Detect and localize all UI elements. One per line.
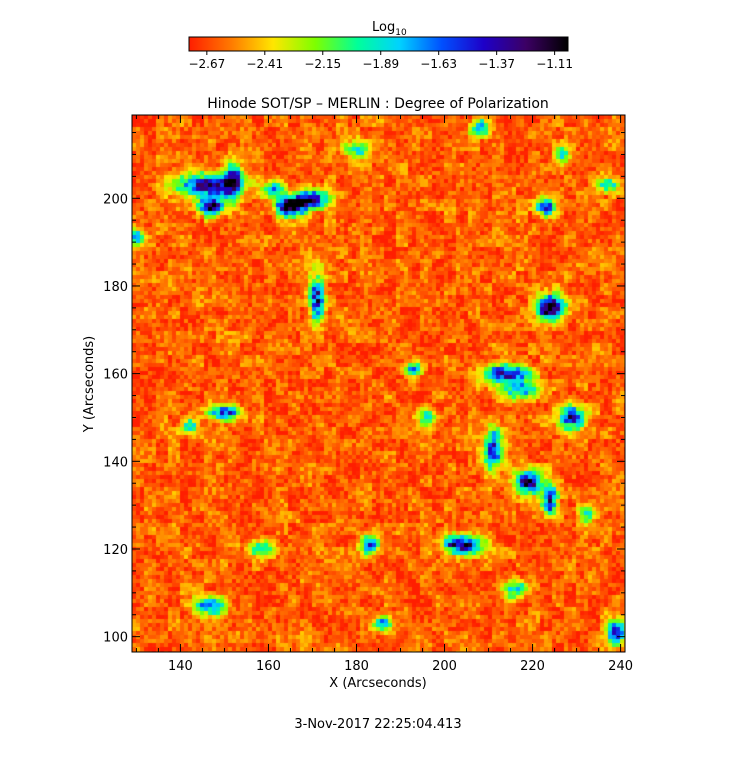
colorbar-gradient bbox=[188, 36, 569, 52]
colorbar-tick-label: −1.11 bbox=[536, 57, 573, 71]
colorbar-tick-label: −1.63 bbox=[420, 57, 457, 71]
x-tick-label: 180 bbox=[344, 659, 369, 674]
y-axis-label: Y (Arcseconds) bbox=[82, 336, 97, 433]
x-axis: 140 160 180 200 220 240 bbox=[135, 115, 633, 674]
y-tick-label: 120 bbox=[103, 543, 128, 558]
timestamp: 3-Nov-2017 22:25:04.413 bbox=[294, 717, 461, 732]
colorbar-tick-label: −1.89 bbox=[362, 57, 399, 71]
colorbar-label: Log10 bbox=[372, 20, 407, 38]
colorbar-tick-label: −1.37 bbox=[478, 57, 515, 71]
y-tick-label: 140 bbox=[103, 455, 128, 470]
colorbar-tick-label: −2.41 bbox=[246, 57, 283, 71]
x-tick-label: 160 bbox=[256, 659, 281, 674]
x-tick-label: 200 bbox=[432, 659, 457, 674]
colorbar-tick-label: −2.67 bbox=[188, 57, 225, 71]
y-tick-label: 160 bbox=[103, 368, 128, 383]
colorbar-tick-label: −2.15 bbox=[304, 57, 341, 71]
y-tick-label: 180 bbox=[103, 280, 128, 295]
x-tick-label: 140 bbox=[168, 659, 193, 674]
x-tick-label: 220 bbox=[520, 659, 545, 674]
heatmap-image-container bbox=[132, 115, 625, 652]
y-axis: 100 120 140 160 180 200 bbox=[103, 132, 625, 646]
y-tick-label: 200 bbox=[103, 192, 128, 207]
chart-title: Hinode SOT/SP – MERLIN : Degree of Polar… bbox=[207, 96, 549, 112]
colorbar-ticks: −2.67 −2.41 −2.15 −1.89 −1.63 −1.37 −1.11 bbox=[188, 51, 573, 71]
x-axis-label: X (Arcseconds) bbox=[329, 676, 426, 691]
y-tick-label: 100 bbox=[103, 631, 128, 646]
colorbar: Log10 −2.67 −2.41 −2.15 −1.89 −1.63 −1.37 −1.1… bbox=[188, 20, 573, 71]
x-tick-label: 240 bbox=[608, 659, 633, 674]
